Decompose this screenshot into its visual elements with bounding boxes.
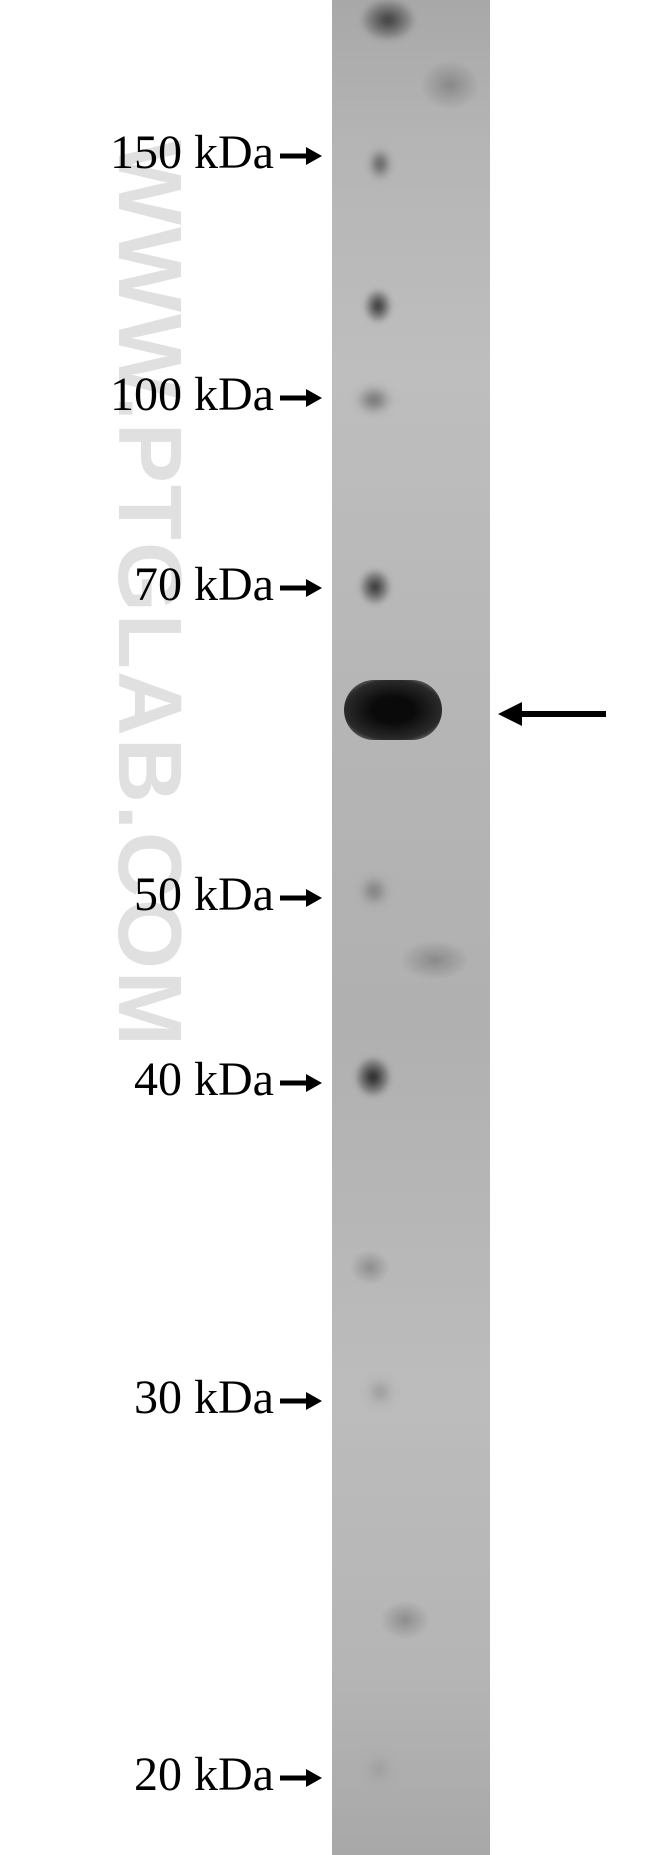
marker-band [356, 1058, 390, 1096]
marker-label-arrow-icon [278, 1376, 322, 1420]
marker-label: 100 kDa [110, 367, 322, 422]
target-band [344, 680, 442, 740]
marker-label-arrow-icon [278, 563, 322, 607]
marker-label-text: 100 kDa [110, 367, 274, 422]
marker-label: 20 kDa [134, 1747, 322, 1802]
marker-label: 150 kDa [110, 125, 322, 180]
marker-label-arrow-icon [278, 131, 322, 175]
marker-label-arrow-icon [278, 1058, 322, 1102]
marker-label-text: 150 kDa [110, 125, 274, 180]
blot-lane [332, 0, 490, 1855]
lane-smudge [350, 1250, 390, 1285]
marker-band [358, 388, 390, 412]
marker-label-arrow-icon [278, 373, 322, 417]
marker-band [360, 570, 390, 604]
marker-label: 30 kDa [134, 1370, 322, 1425]
marker-label: 40 kDa [134, 1052, 322, 1107]
lane-smudge [420, 60, 480, 110]
marker-band [362, 878, 386, 904]
blot-container: WWW.PTGLAB.COM 150 kDa100 kDa70 kDa50 kD… [0, 0, 650, 1855]
marker-band [370, 1760, 388, 1778]
lane-smudge [380, 1600, 430, 1640]
marker-band [362, 0, 414, 40]
marker-label-text: 20 kDa [134, 1747, 274, 1802]
marker-band [365, 290, 391, 322]
marker-label-text: 50 kDa [134, 867, 274, 922]
marker-label-text: 30 kDa [134, 1370, 274, 1425]
lane-smudge [400, 940, 470, 980]
marker-label-arrow-icon [278, 1753, 322, 1797]
marker-label-arrow-icon [278, 873, 322, 917]
target-arrow [498, 694, 608, 734]
marker-label-text: 70 kDa [134, 557, 274, 612]
marker-band [370, 150, 390, 178]
marker-label: 70 kDa [134, 557, 322, 612]
marker-band [370, 1382, 390, 1402]
marker-label-text: 40 kDa [134, 1052, 274, 1107]
marker-label: 50 kDa [134, 867, 322, 922]
